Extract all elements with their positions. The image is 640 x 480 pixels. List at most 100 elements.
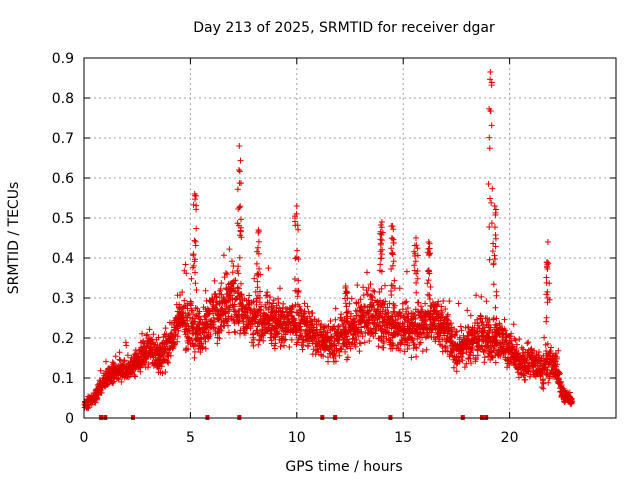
data-point (309, 320, 316, 327)
data-point (250, 342, 257, 349)
data-point (294, 339, 301, 346)
data-point (162, 325, 169, 332)
data-point (258, 303, 265, 310)
data-point (338, 346, 345, 353)
data-point (97, 367, 104, 374)
data-point (151, 341, 158, 348)
data-point (397, 347, 404, 354)
data-point (225, 322, 231, 329)
data-point (311, 335, 318, 342)
data-point (269, 322, 276, 329)
data-point (186, 314, 193, 321)
data-point (264, 289, 271, 296)
data-points (81, 69, 576, 412)
data-point (419, 307, 426, 313)
data-point (369, 329, 376, 336)
data-point (377, 261, 384, 268)
data-point (261, 318, 268, 325)
data-point (372, 330, 379, 337)
data-point (435, 298, 442, 305)
data-point (271, 345, 278, 352)
data-point (360, 292, 367, 299)
data-point (438, 303, 445, 310)
y-tick-label: 0.2 (52, 331, 74, 347)
data-point (145, 364, 151, 371)
y-tick-label: 0.5 (52, 211, 74, 227)
y-tick-label: 0 (65, 411, 74, 427)
data-point (281, 342, 287, 349)
data-point (286, 344, 293, 350)
data-point (399, 306, 406, 313)
data-point (297, 306, 304, 313)
data-point (439, 348, 446, 355)
data-point (350, 335, 357, 342)
data-point (296, 303, 303, 310)
data-point (318, 321, 325, 328)
data-point (165, 359, 172, 366)
data-point (237, 327, 244, 334)
data-point (267, 294, 273, 300)
data-point (260, 337, 267, 344)
data-point (396, 309, 403, 315)
x-tick-label: 10 (288, 430, 306, 446)
data-point (161, 348, 168, 355)
data-point (211, 324, 218, 331)
data-point (230, 288, 237, 295)
x-tick-label: 5 (186, 430, 195, 446)
data-point (446, 298, 453, 305)
data-point (425, 333, 432, 339)
data-point (353, 336, 360, 343)
data-point (360, 284, 367, 291)
data-point (325, 354, 331, 361)
data-point (342, 348, 349, 355)
data-point (213, 302, 220, 308)
data-point (281, 337, 288, 344)
data-point (207, 331, 214, 338)
data-point (116, 349, 123, 356)
data-point (419, 348, 426, 355)
data-point (356, 348, 363, 355)
data-point (450, 364, 457, 371)
data-point (436, 335, 443, 341)
data-point (327, 318, 334, 324)
data-point (386, 300, 393, 307)
data-point (442, 306, 449, 312)
data-point (236, 317, 243, 324)
data-point (251, 275, 258, 282)
data-point (168, 321, 175, 327)
data-point (269, 330, 275, 337)
data-point (365, 320, 372, 327)
data-point (229, 292, 235, 299)
data-point (174, 338, 181, 345)
data-point (425, 324, 432, 331)
data-point (359, 309, 366, 316)
y-tick-label: 0.1 (52, 371, 74, 387)
data-point (422, 300, 429, 307)
data-point (352, 343, 359, 350)
data-point (159, 370, 166, 377)
data-point (218, 280, 225, 287)
data-point (405, 311, 412, 317)
data-point (365, 285, 372, 291)
data-point (351, 315, 358, 322)
data-point (224, 318, 231, 325)
data-point (358, 328, 365, 335)
data-point (118, 378, 125, 385)
data-point (191, 354, 198, 361)
data-point (456, 358, 463, 365)
data-point (439, 336, 446, 343)
data-point (181, 297, 188, 304)
data-point (412, 316, 419, 322)
data-point (190, 311, 197, 318)
data-point (367, 281, 374, 288)
data-point (332, 316, 339, 323)
data-point (196, 308, 203, 315)
data-point (305, 342, 312, 349)
data-point (202, 338, 209, 345)
data-point (139, 330, 146, 337)
data-point (167, 352, 174, 359)
y-axis-label: SRMTID / TECUs (6, 182, 22, 295)
data-point (189, 307, 196, 314)
x-tick-label: 0 (80, 430, 89, 446)
data-point (162, 369, 169, 375)
